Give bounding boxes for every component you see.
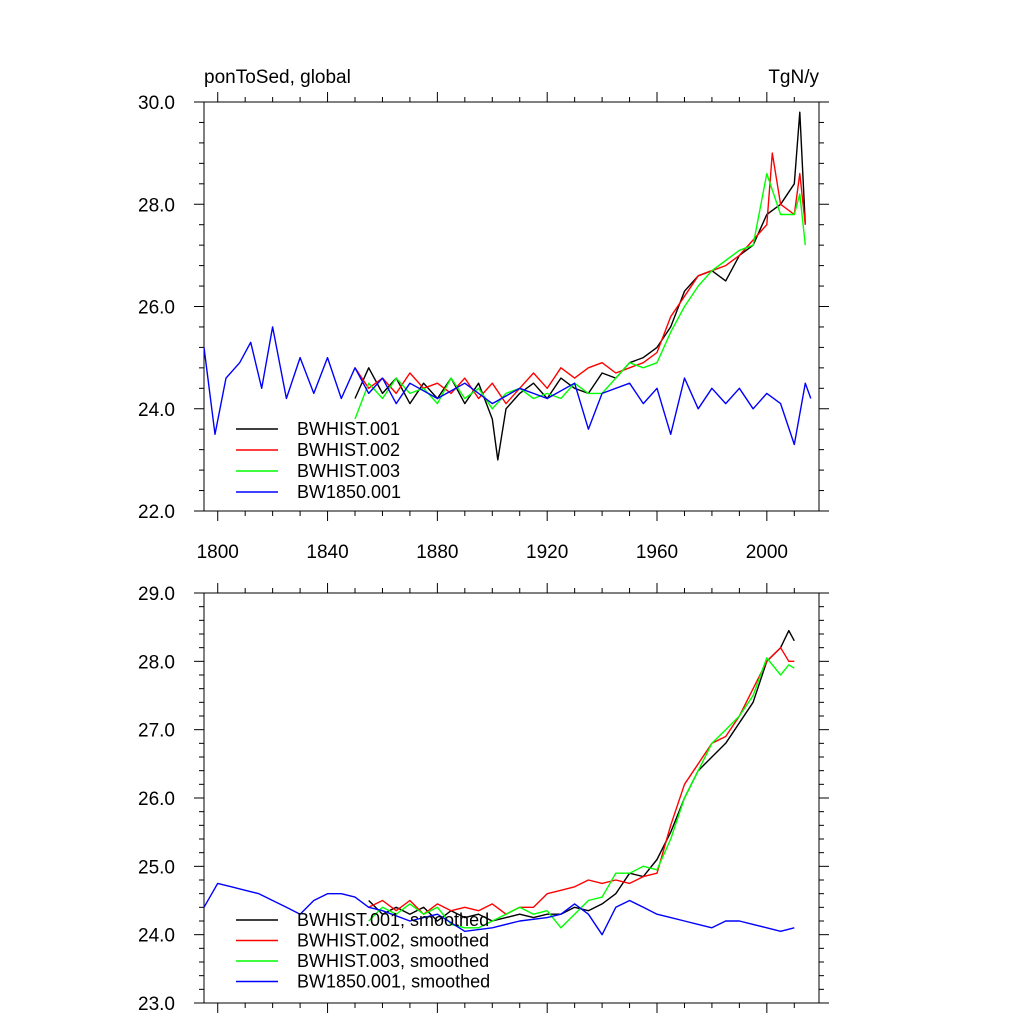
y-tick-label: 28.0: [138, 652, 175, 673]
legend-label: BW1850.001, smoothed: [297, 972, 490, 992]
series-line: [203, 326, 812, 446]
series-line: [354, 111, 806, 461]
legend-label: BWHIST.003: [297, 461, 400, 481]
x-tick-label: 1960: [636, 542, 678, 563]
y-tick-label: 28.0: [138, 195, 175, 216]
x-tick-label: 1800: [197, 542, 239, 563]
x-tick-label: 1880: [416, 542, 458, 563]
series-line: [368, 647, 795, 915]
x-tick-label: 1840: [306, 542, 348, 563]
legend-label: BWHIST.002, smoothed: [297, 931, 489, 951]
y-tick-label: 30.0: [138, 93, 175, 114]
y-tick-label: 25.0: [138, 857, 175, 878]
y-tick-label: 27.0: [138, 721, 175, 742]
legend-label: BWHIST.001, smoothed: [297, 910, 489, 930]
series-line: [354, 152, 806, 405]
series-line: [368, 657, 795, 929]
y-tick-label: 26.0: [138, 298, 175, 319]
legend-label: BWHIST.003, smoothed: [297, 951, 489, 971]
x-tick-label: 1920: [526, 542, 568, 563]
units-label: TgN/y: [768, 67, 819, 88]
x-tick-label: 2000: [746, 542, 788, 563]
y-tick-label: 29.0: [138, 584, 175, 605]
legend-label: BW1850.001: [297, 482, 401, 502]
legend-label: BWHIST.001: [297, 419, 400, 439]
bottom-panel-smoothed: 23.0 24.0 25.0 26.0 27.0 28.0 29.0 BWHIST.001, …: [138, 583, 829, 1015]
legend-label: BWHIST.002: [297, 440, 400, 460]
top-panel-annual: 22.0 24.0 26.0 28.0 30.0 1800 1840 1880 1920 1960…: [138, 92, 829, 563]
y-tick-label: 24.0: [138, 400, 175, 421]
y-tick-label: 22.0: [138, 502, 175, 523]
chart-title: ponToSed, global: [204, 67, 351, 88]
series-line: [368, 629, 795, 922]
y-tick-label: 23.0: [138, 994, 175, 1015]
series-line: [354, 172, 806, 420]
y-tick-label: 24.0: [138, 926, 175, 947]
series-line: [203, 882, 795, 936]
y-tick-label: 26.0: [138, 789, 175, 810]
